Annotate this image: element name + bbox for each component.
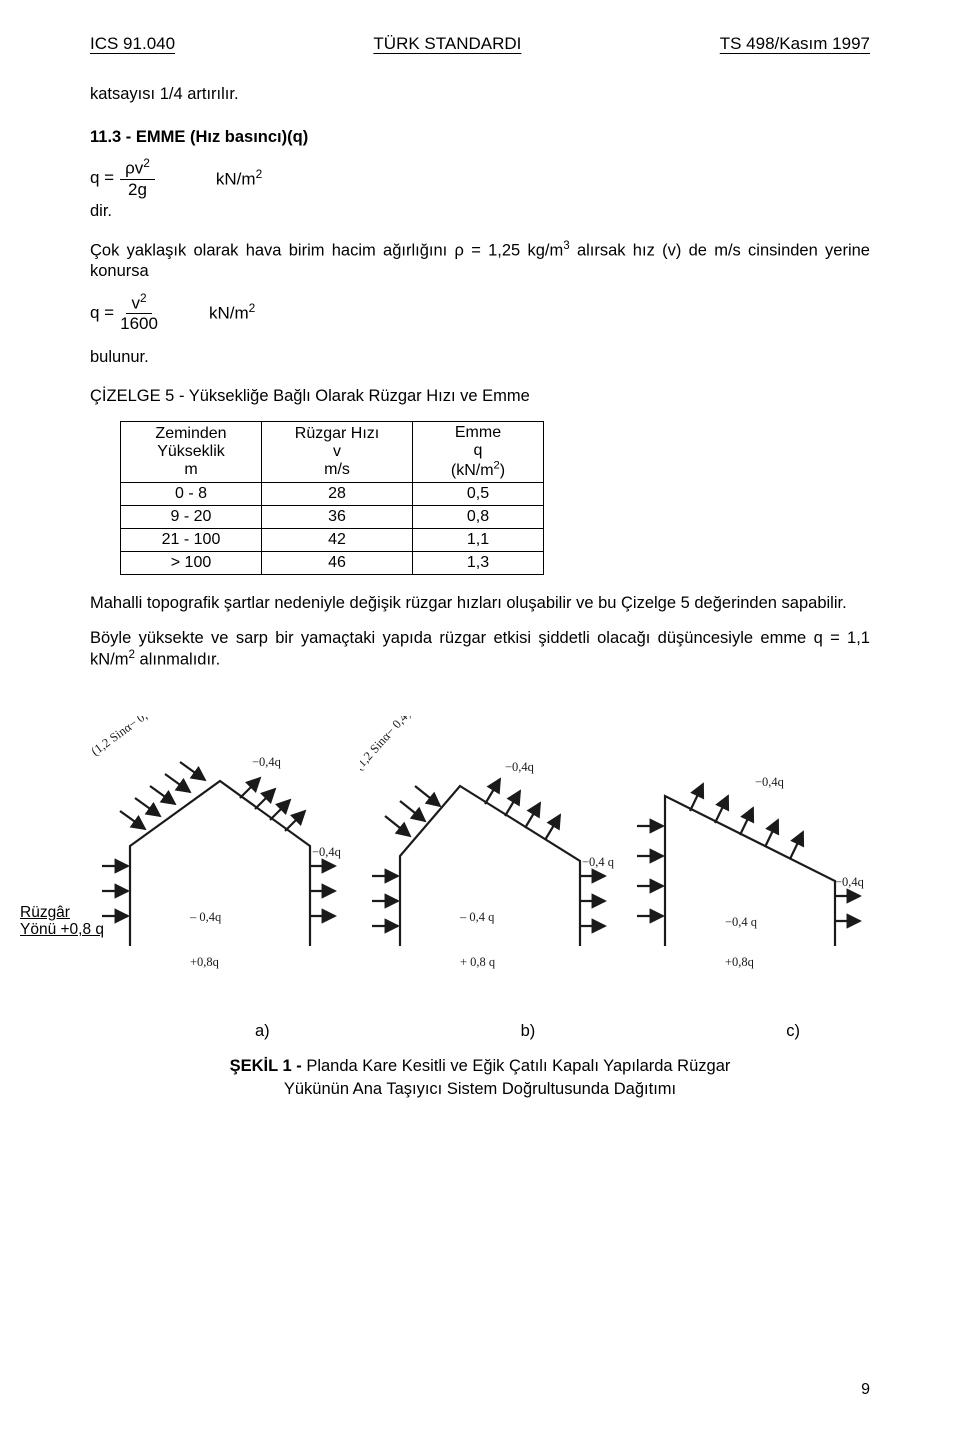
figure-1: Rüzgâr Yönü +0,8 q [90, 716, 870, 1016]
formula2-unit: kN/m2 [209, 301, 255, 324]
label-roof-top-c: −0,4q [755, 775, 785, 789]
formula1-unit: kN/m2 [216, 167, 262, 190]
label-wall-right: −0,4q [312, 845, 342, 859]
formula2-lhs: q = [90, 303, 114, 323]
page-header: ICS 91.040 TÜRK STANDARDI TS 498/Kasım 1… [90, 34, 870, 54]
figure-abc-row: a) b) c) [90, 1022, 870, 1041]
header-left: ICS 91.040 [90, 34, 175, 54]
table-row: 21 - 100 42 1,1 [121, 528, 544, 551]
sketch-b: (1,2 Sinα− 0,4)q −0,4q −0,4 q – 0,4 q + … [360, 716, 620, 996]
table-5-title: ÇİZELGE 5 - Yüksekliğe Bağlı Olarak Rüzg… [90, 386, 870, 407]
page-number: 9 [861, 1381, 870, 1399]
intro-line: katsayısı 1/4 artırılır. [90, 84, 870, 105]
label-roof-left-b: (1,2 Sinα− 0,4)q [360, 716, 418, 773]
formula2-num-exp: 2 [140, 291, 147, 305]
formula1-dir: dir. [90, 201, 870, 222]
bulunur: bulunur. [90, 347, 870, 368]
label-wall-right-b: −0,4 q [582, 855, 615, 869]
paragraph-assumption: Çok yaklaşık olarak hava birim hacim ağı… [90, 239, 870, 282]
table-row: > 100 46 1,3 [121, 551, 544, 574]
formula1-lhs: q = [90, 168, 114, 188]
formula-q-1600: q = v2 1600 kN/m2 [90, 292, 870, 333]
header-right: TS 498/Kasım 1997 [720, 34, 870, 54]
label-roof-top: −0,4q [252, 755, 282, 769]
table-5-head-col1: Rüzgar Hızı v m/s [262, 421, 413, 482]
table-row: 9 - 20 36 0,8 [121, 505, 544, 528]
label-windward-b: + 0,8 q [460, 955, 496, 969]
formula1-den: 2g [128, 180, 147, 199]
formula-q-rho: q = ρv2 2g kN/m2 [90, 157, 870, 198]
section-11-3-title: 11.3 - EMME (Hız basıncı)(q) [90, 127, 870, 148]
formula2-den: 1600 [120, 314, 158, 333]
label-b: b) [521, 1022, 536, 1041]
table-row: 0 - 8 28 0,5 [121, 482, 544, 505]
formula1-fraction: ρv2 2g [120, 157, 155, 198]
label-windward-a: +0,8q [190, 955, 220, 969]
label-wall-right-c: −0,4q [835, 875, 865, 889]
label-a: a) [255, 1022, 270, 1041]
label-c: c) [786, 1022, 800, 1041]
label-windward-c: +0,8q [725, 955, 755, 969]
formula2-num-pref: v [131, 294, 140, 313]
table-5-head-col2: Emme q (kN/m2) [413, 421, 544, 482]
label-leeward-c: −0,4 q [725, 915, 758, 929]
label-leeward-b: – 0,4 q [459, 910, 495, 924]
formula1-num-pref: ρv [125, 159, 143, 178]
header-center: TÜRK STANDARDI [373, 34, 521, 54]
label-roof-top-b: −0,4q [505, 760, 535, 774]
formula1-num-exp: 2 [143, 156, 150, 170]
table-5-head-col0: Zeminden Yükseklik m [121, 421, 262, 482]
table-5: Zeminden Yükseklik m Rüzgar Hızı v m/s E… [120, 421, 544, 575]
paragraph-q11: Böyle yüksekte ve sarp bir yamaçtaki yap… [90, 628, 870, 671]
figure-1-caption: ŞEKİL 1 - Planda Kare Kesitli ve Eğik Ça… [90, 1055, 870, 1100]
sketch-c: −0,4q −0,4q −0,4 q +0,8q [635, 716, 875, 996]
paragraph-topography: Mahalli topografik şartlar nedeniyle değ… [90, 593, 870, 614]
formula2-fraction: v2 1600 [120, 292, 158, 333]
label-leeward-a: – 0,4q [189, 910, 222, 924]
label-roof-left: (1,2 Sinα− 0,4)q [90, 716, 164, 758]
sketch-a: (1,2 Sinα− 0,4)q −0,4q −0,4q – 0,4q +0,8… [90, 716, 350, 996]
